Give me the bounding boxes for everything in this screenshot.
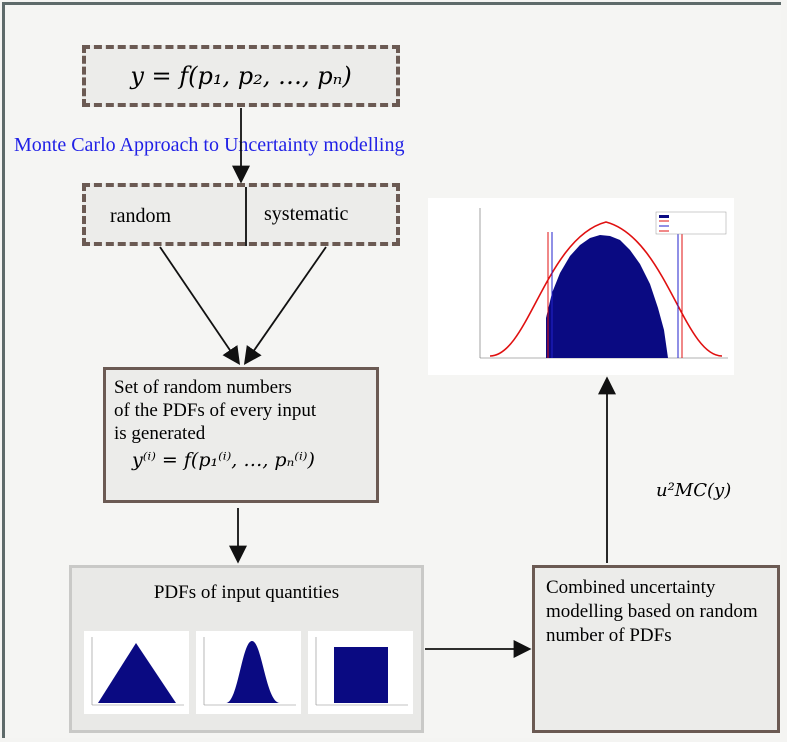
generation-line-1: Set of random numbers — [114, 377, 292, 398]
mc-uncertainty-label: u²MC(y) — [656, 480, 732, 501]
systematic-label: systematic — [264, 203, 349, 225]
approach-label: Monte Carlo Approach to Uncertainty mode… — [14, 134, 405, 156]
model-formula: y = f(p₁, p₂, …, pₙ) — [130, 62, 352, 90]
uniform-pdf-thumb — [308, 631, 413, 714]
random-generation-box: Set of random numbers of the PDFs of eve… — [103, 367, 379, 503]
error-type-box: random systematic — [82, 183, 400, 246]
split-divider — [245, 187, 247, 246]
random-label: random — [110, 205, 172, 227]
input-pdfs-box: PDFs of input quantities — [69, 565, 424, 733]
combined-line-2: modelling based on random — [546, 601, 758, 622]
result-histogram — [428, 198, 734, 375]
generation-line-2: of the PDFs of every input — [114, 400, 317, 421]
gaussian-pdf-thumb — [196, 631, 301, 714]
sample-formula: y⁽ⁱ⁾ = f(p₁⁽ⁱ⁾, …, pₙ⁽ⁱ⁾) — [132, 449, 315, 471]
combined-line-3: number of PDFs — [546, 625, 672, 646]
model-formula-box: y = f(p₁, p₂, …, pₙ) — [82, 45, 400, 107]
combined-line-1: Combined uncertainty — [546, 577, 716, 598]
generation-line-3: is generated — [114, 423, 206, 444]
pdfs-title: PDFs of input quantities — [153, 582, 340, 603]
combined-uncertainty-box: Combined uncertainty modelling based on … — [532, 565, 780, 733]
triangular-pdf-thumb — [84, 631, 189, 714]
